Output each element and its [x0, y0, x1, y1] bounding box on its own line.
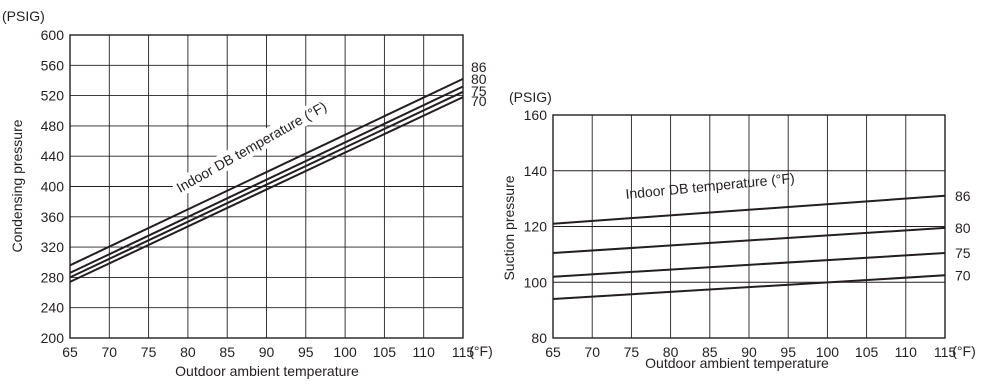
series-label-86: 86: [955, 188, 971, 204]
x-tick-label: 80: [180, 344, 196, 360]
x-tick-label: 105: [855, 344, 879, 360]
series-label-70: 70: [471, 93, 487, 109]
x-tick-label: 100: [816, 344, 840, 360]
y-tick-label: 400: [41, 179, 65, 195]
x-tick-label: 85: [219, 344, 235, 360]
y-tick-label: 160: [524, 107, 548, 123]
x-tick-label: 65: [545, 344, 561, 360]
series-label-70: 70: [955, 267, 971, 283]
x-tick-label: 90: [741, 344, 757, 360]
x-tick-label: 110: [895, 344, 918, 360]
x-axis-label: Outdoor ambient temperature: [645, 355, 829, 371]
y-tick-label: 320: [41, 239, 65, 255]
y-tick-label: 280: [41, 269, 65, 285]
x-unit-label: (°F): [469, 343, 492, 359]
y-tick-label: 140: [524, 163, 548, 179]
y-tick-label: 120: [524, 219, 548, 235]
y-tick-label: 240: [41, 300, 65, 316]
y-tick-label: 560: [41, 57, 65, 73]
x-tick-label: 115: [934, 344, 957, 360]
x-unit-label: (°F): [952, 343, 975, 359]
series-line-80: [69, 85, 464, 274]
x-axis-label: Outdoor ambient temperature: [175, 363, 359, 379]
condensing-pressure-chart: (PSIG) (°F) Outdoor ambient temperature …: [2, 8, 493, 379]
y-tick-label: 100: [524, 274, 548, 290]
series-line-75: [552, 252, 946, 278]
series-label-80: 80: [955, 220, 971, 236]
x-tick-label: 105: [373, 344, 397, 360]
x-tick-label: 95: [298, 344, 314, 360]
x-tick-label: 95: [780, 344, 796, 360]
x-tick-label: 70: [584, 344, 600, 360]
series-label-86: 86: [471, 59, 487, 75]
y-unit-label: (PSIG): [2, 8, 45, 24]
series-line-75: [69, 90, 464, 279]
annotation-background: [170, 95, 333, 198]
y-unit-label: (PSIG): [509, 89, 552, 105]
x-tick-label: 100: [333, 344, 357, 360]
series-label-80: 80: [471, 71, 487, 87]
series-line-86: [69, 77, 464, 267]
y-axis-label: Condensing pressure: [9, 119, 25, 252]
y-tick-label: 520: [41, 88, 65, 104]
x-tick-label: 110: [413, 344, 436, 360]
y-tick-label: 600: [41, 27, 65, 43]
suction-pressure-chart: (PSIG) (°F) Outdoor ambient temperature …: [501, 89, 976, 371]
plot-frame: [69, 34, 464, 339]
x-tick-label: 70: [102, 344, 118, 360]
y-tick-label: 360: [41, 209, 65, 225]
y-tick-label: 80: [531, 330, 547, 346]
y-axis-label: Suction pressure: [501, 175, 517, 280]
x-tick-label: 65: [62, 344, 78, 360]
y-tick-label: 200: [41, 330, 65, 346]
x-tick-label: 75: [141, 344, 157, 360]
x-tick-label: 115: [452, 344, 475, 360]
x-tick-label: 80: [663, 344, 679, 360]
x-tick-label: 75: [624, 344, 640, 360]
plot-frame: [552, 114, 946, 339]
x-tick-label: 85: [702, 344, 718, 360]
y-tick-label: 440: [41, 148, 65, 164]
series-label-75: 75: [955, 245, 971, 261]
x-tick-label: 90: [259, 344, 275, 360]
y-tick-label: 480: [41, 118, 65, 134]
series-line-70: [552, 274, 946, 300]
series-line-80: [552, 226, 946, 254]
series-label-75: 75: [471, 83, 487, 99]
series-line-86: [552, 194, 946, 225]
series-line-70: [69, 96, 464, 283]
